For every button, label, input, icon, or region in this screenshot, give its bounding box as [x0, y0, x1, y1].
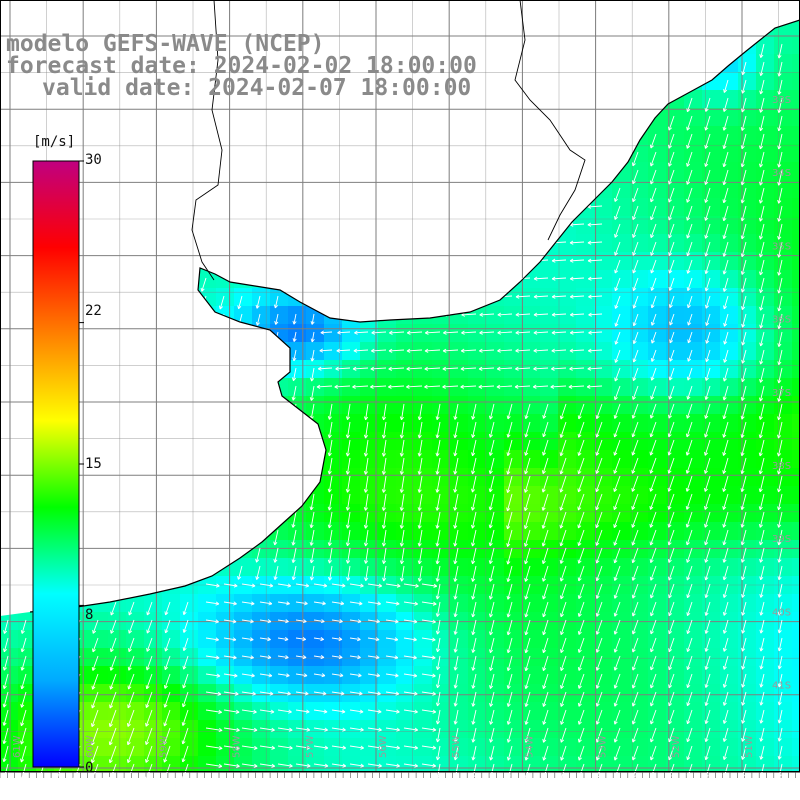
longitude-label: 55W [451, 735, 462, 758]
longitude-label: 58W [232, 735, 243, 758]
latitude-label: 41S [772, 681, 791, 692]
valid-date: valid date: 2024-02-07 18:00:00 [42, 75, 472, 101]
longitude-label: 56W [378, 735, 389, 758]
colorbar-tick-label: 0 [85, 760, 94, 776]
latitude-label: 33S [772, 95, 791, 106]
latitude-label: 39S [772, 534, 791, 545]
longitude-label: 52W [671, 735, 682, 758]
land-area [0, 0, 800, 616]
colorbar-tick-label: 30 [85, 152, 102, 168]
longitude-label: 59W [158, 735, 169, 758]
longitude-label: 53W [598, 735, 609, 758]
longitude-label: 51W [744, 735, 755, 758]
colorbar-tick-label: 22 [85, 303, 102, 319]
wind-arrows [2, 43, 783, 781]
latitude-label: 38S [772, 461, 791, 472]
longitude-label: 61W [12, 735, 23, 758]
latitude-labels: 33S 34S 35S 36S 37S 38S 39S 40S 41S [772, 95, 791, 692]
colorbar-tick-label: 8 [85, 607, 94, 623]
latitude-label: 36S [772, 315, 791, 326]
colorbar-tick-label: 15 [85, 456, 102, 472]
latitude-label: 34S [772, 168, 791, 179]
colorbar-gradient [32, 160, 80, 768]
forecast-date: forecast date: 2024-02-02 18:00:00 [6, 53, 477, 79]
longitude-label: 60W [85, 735, 96, 758]
latitude-label: 37S [772, 388, 791, 399]
model-title: modelo GEFS-WAVE (NCEP) [6, 31, 325, 57]
longitude-label: 57W [305, 735, 316, 758]
colorbar [32, 160, 84, 768]
colorbar-unit: [m/s] [33, 134, 76, 150]
latitude-label: 35S [772, 241, 791, 252]
longitude-label: 54W [524, 735, 535, 758]
latitude-label: 40S [772, 607, 791, 618]
longitude-labels: 61W 60W 59W 58W 57W 56W 55W 54W 53W 52W 51W [12, 735, 755, 758]
